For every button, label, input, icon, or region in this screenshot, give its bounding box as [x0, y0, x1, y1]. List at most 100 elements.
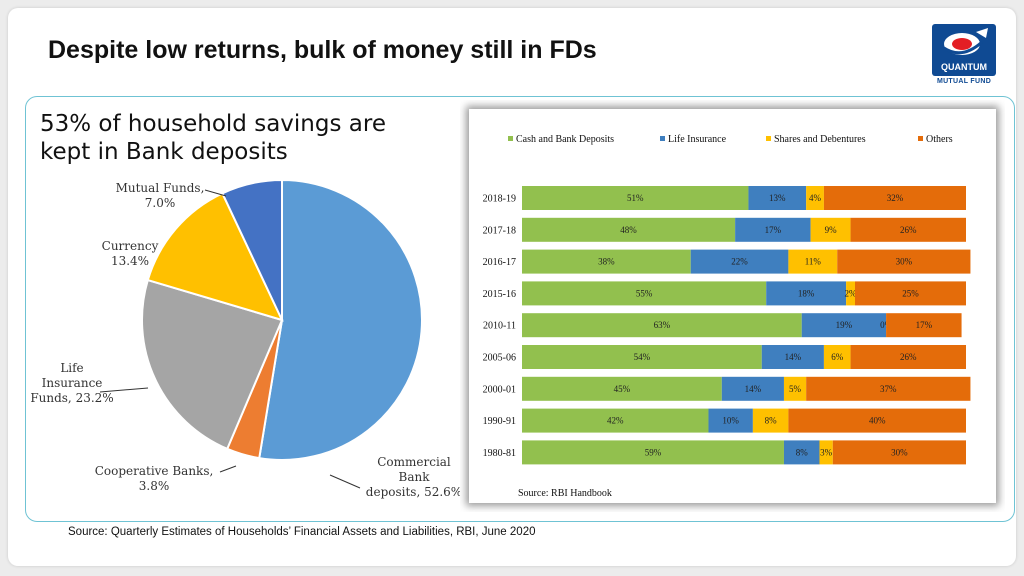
- bar-value-label: 40%: [869, 416, 886, 426]
- bar-segment: [522, 217, 736, 242]
- category-tick-label: 2017-18: [483, 225, 516, 236]
- bar-segment: [823, 186, 966, 210]
- pie-slice-label: Life: [60, 361, 83, 375]
- bar-segment: [748, 186, 807, 210]
- legend-swatch: [918, 136, 923, 141]
- legend-label: Others: [926, 134, 953, 145]
- bar-value-label: 55%: [636, 288, 653, 298]
- bar-value-label: 17%: [916, 320, 933, 330]
- bar-segment: [522, 281, 767, 306]
- bar-segment: [752, 408, 789, 433]
- pie-leader-line: [99, 387, 149, 393]
- pie-slice: [146, 191, 284, 322]
- bar-value-label: 11%: [805, 257, 822, 267]
- logo-subtitle: MUTUAL FUND: [936, 78, 992, 85]
- legend-label: Life Insurance: [668, 134, 727, 145]
- pie-slice-label: Commercial: [377, 455, 451, 469]
- bar-value-label: 17%: [765, 225, 782, 235]
- bar-value-label: 30%: [896, 257, 913, 267]
- bar-segment: [766, 281, 847, 306]
- bar-value-label: 25%: [902, 288, 919, 298]
- bar-value-label: 14%: [745, 384, 762, 394]
- bar-segment: [788, 249, 838, 274]
- headline-line-2: kept in Bank deposits: [40, 139, 288, 165]
- bar-value-label: 59%: [645, 447, 662, 457]
- source-note: Source: Quarterly Estimates of Household…: [68, 526, 536, 538]
- bar-value-label: 51%: [627, 193, 644, 203]
- legend-swatch: [660, 136, 665, 141]
- legend-label: Cash and Bank Deposits: [516, 134, 614, 145]
- bar-value-label: 8%: [796, 447, 809, 457]
- category-tick-label: 2016-17: [483, 257, 516, 268]
- bar-value-label: 32%: [887, 193, 904, 203]
- bar-value-label: 42%: [607, 416, 624, 426]
- pie-slice-label: Funds, 23.2%: [30, 391, 113, 405]
- pie-leader-line: [204, 189, 227, 197]
- pie-leader-line: [329, 474, 361, 489]
- logo-mark-icon: QUANTUM: [932, 24, 996, 76]
- bar-segment: [522, 408, 709, 433]
- bar-segment: [522, 440, 784, 465]
- bar-segment: [832, 440, 966, 465]
- bar-value-label: 37%: [880, 384, 897, 394]
- bar-value-label: 14%: [785, 352, 802, 362]
- category-tick-label: 1980-81: [483, 448, 516, 459]
- bar-segment: [886, 313, 962, 338]
- bar-segment: [819, 440, 833, 465]
- bar-value-label: 26%: [900, 225, 917, 235]
- bar-segment: [783, 440, 820, 465]
- quantum-logo: QUANTUM MUTUAL FUND: [932, 24, 996, 90]
- pie-slice-label: deposits, 52.6%: [366, 485, 460, 499]
- pie-slice-label: 7.0%: [145, 196, 176, 210]
- bar-segment: [810, 217, 851, 242]
- pie-slice-label: Cooperative Banks,: [95, 464, 214, 478]
- bar-value-label: 63%: [654, 320, 671, 330]
- logo-name: QUANTUM: [941, 62, 987, 72]
- bar-value-label: 2%: [845, 288, 858, 298]
- category-tick-label: 1990-91: [483, 416, 516, 427]
- bar-value-label: 8%: [765, 416, 778, 426]
- bar-segment: [721, 376, 784, 401]
- pie-slice-label: Insurance: [42, 376, 103, 390]
- bar-segment: [708, 408, 753, 433]
- bar-value-label: 38%: [598, 257, 615, 267]
- bar-segment: [837, 249, 971, 274]
- bar-segment: [783, 376, 807, 401]
- bar-segment: [855, 281, 966, 306]
- pie-slice-label: 13.4%: [111, 254, 149, 268]
- bar-value-label: 54%: [634, 352, 651, 362]
- bar-value-label: 13%: [769, 193, 786, 203]
- headline: 53% of household savings are kept in Ban…: [40, 110, 386, 166]
- bar-segment: [522, 186, 749, 210]
- bar-chart-frame: Cash and Bank Deposits Life Insurance Shar…: [460, 100, 1005, 512]
- bar-segment: [522, 345, 762, 369]
- bar-segment: [806, 376, 971, 401]
- pie-slice: [258, 178, 423, 461]
- bar-value-label: 22%: [731, 257, 748, 267]
- bar-value-label: 26%: [900, 352, 917, 362]
- pie-slice-label: 3.8%: [139, 479, 170, 493]
- bar-segment: [522, 376, 722, 401]
- bar-value-label: 9%: [825, 225, 838, 235]
- bar-value-label: 10%: [722, 416, 739, 426]
- bar-segment: [801, 313, 887, 338]
- bar-value-label: 48%: [620, 225, 637, 235]
- bar-segment: [788, 408, 966, 433]
- bar-segment: [823, 345, 851, 369]
- bar-value-label: 30%: [891, 447, 908, 457]
- bar-value-label: 18%: [798, 288, 815, 298]
- pie-slice: [221, 178, 283, 321]
- category-tick-label: 2010-11: [483, 321, 516, 332]
- bar-value-label: 6%: [831, 352, 844, 362]
- bar-value-label: 4%: [809, 193, 822, 203]
- bar-segment: [806, 186, 824, 210]
- category-tick-label: 2000-01: [483, 384, 516, 395]
- bar-segment: [850, 345, 966, 369]
- bar-segment: [690, 249, 789, 274]
- bar-value-label: 5%: [789, 384, 802, 394]
- bar-value-label: 3%: [820, 447, 833, 457]
- bar-segment: [846, 281, 855, 306]
- pie-leader-line: [219, 465, 237, 473]
- category-tick-label: 2015-16: [483, 289, 516, 300]
